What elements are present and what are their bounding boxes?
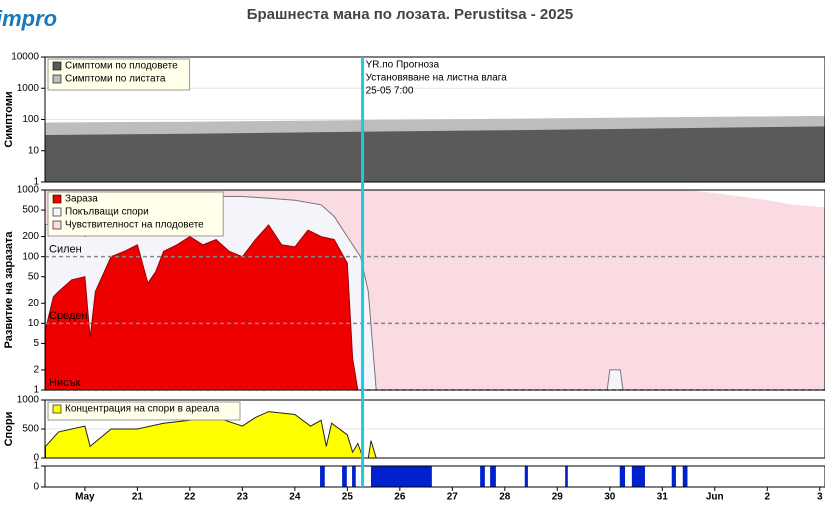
y-axis-label: Симптоми	[3, 91, 15, 147]
level-label: Среден	[49, 310, 88, 322]
y-axis-label: Развитие на заразата	[3, 231, 15, 349]
y-tick-label: 50	[28, 271, 40, 282]
x-tick-label: 30	[604, 492, 616, 503]
wet-period	[620, 466, 625, 487]
legend-label: Симптоми по листата	[65, 74, 166, 85]
x-tick-label: 28	[499, 492, 511, 503]
y-tick-label: 10	[28, 145, 40, 156]
x-tick-label: 3	[817, 492, 823, 503]
x-tick-label: May	[75, 492, 95, 503]
x-tick-label: 24	[289, 492, 301, 503]
forecast-label: Установяване на листна влага	[366, 73, 508, 84]
wet-period	[371, 466, 432, 487]
y-tick-label: 10000	[11, 52, 39, 63]
legend-label: Зараза	[65, 194, 98, 205]
legend: Зараза Покълващи спори Чувствителност на п…	[48, 192, 223, 236]
x-tick-label: 23	[237, 492, 249, 503]
legend-label: Покълващи спори	[65, 207, 149, 218]
legend-label: Чувствителност на плодовете	[65, 220, 204, 231]
wet-period	[480, 466, 485, 487]
wet-period	[672, 466, 676, 487]
y-tick-label: 1000	[17, 395, 40, 406]
x-tick-label: 21	[132, 492, 144, 503]
y-tick-label: 1	[33, 461, 39, 472]
x-tick-label: 29	[552, 492, 564, 503]
legend: Симптоми по плодовете Симптоми по листата	[48, 59, 190, 90]
legend-swatch	[53, 208, 61, 216]
y-tick-label: 20	[28, 298, 40, 309]
y-tick-label: 1000	[17, 83, 40, 94]
legend: Концентрация на спори в ареала	[48, 402, 240, 420]
wet-period	[632, 466, 645, 487]
x-tick-label: 27	[447, 492, 459, 503]
area	[46, 126, 825, 182]
legend-label: Концентрация на спори в ареала	[65, 404, 220, 415]
chart-title: Брашнеста мана по лозата. Perustitsa - 2…	[247, 6, 574, 23]
y-tick-label: 5	[33, 338, 39, 349]
wet-period	[320, 466, 325, 487]
level-label: Силен	[49, 244, 82, 256]
x-tick-label: 22	[184, 492, 196, 503]
wet-period	[683, 466, 688, 487]
x-tick-label: 25	[342, 492, 354, 503]
legend-swatch	[53, 221, 61, 229]
y-tick-label: 100	[22, 114, 39, 125]
legend-swatch	[53, 75, 61, 83]
y-axis-label: Спори	[3, 412, 15, 447]
y-tick-label: 10	[28, 318, 40, 329]
panel-background	[45, 466, 825, 487]
level-label: Нисък	[49, 377, 80, 389]
legend-swatch	[53, 405, 61, 413]
wet-period	[525, 466, 528, 487]
y-tick-label: 1000	[17, 185, 40, 196]
wet-period	[565, 466, 568, 487]
y-tick-label: 0	[33, 482, 39, 493]
y-tick-label: 500	[22, 424, 39, 435]
legend-label: Симптоми по плодовете	[65, 61, 178, 72]
legend-swatch	[53, 195, 61, 203]
legend-swatch	[53, 62, 61, 70]
wet-period	[490, 466, 496, 487]
logo: impro	[0, 6, 57, 31]
y-tick-label: 500	[22, 205, 39, 216]
wet-period	[342, 466, 347, 487]
wet-period	[352, 466, 356, 487]
y-tick-label: 2	[33, 365, 39, 376]
x-tick-label: 2	[764, 492, 770, 503]
y-tick-label: 100	[22, 251, 39, 262]
x-tick-label: 26	[394, 492, 406, 503]
forecast-label: 25-05 7:00	[366, 86, 414, 97]
x-tick-label: 31	[657, 492, 669, 503]
y-tick-label: 200	[22, 231, 39, 242]
x-tick-label: Jun	[706, 492, 724, 503]
forecast-label: YR.по Прогноза	[366, 60, 440, 71]
